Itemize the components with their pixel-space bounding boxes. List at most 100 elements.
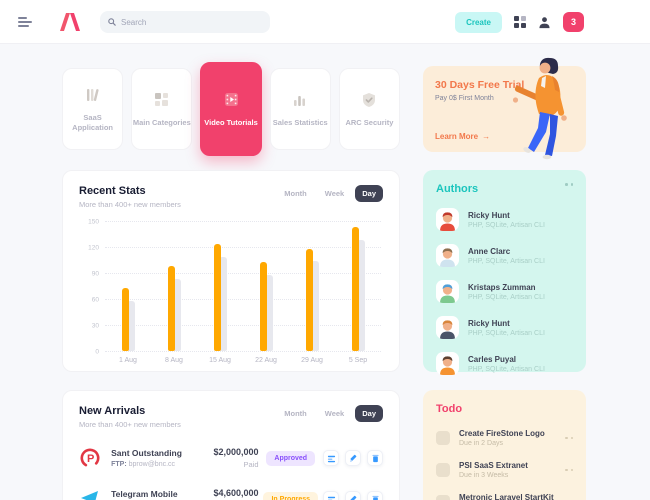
tab-day[interactable]: Day [355, 405, 383, 422]
row-actions [323, 491, 383, 500]
bar-group [351, 227, 365, 351]
list-icon [327, 496, 335, 500]
bar-group [259, 261, 273, 351]
recent-stats-tabs: Month Week Day [277, 185, 383, 202]
user-icon[interactable] [538, 16, 551, 29]
todo-checkbox[interactable] [436, 463, 450, 477]
pencil-icon [349, 454, 356, 462]
apps-grid-icon[interactable] [514, 16, 526, 28]
svg-text:P: P [87, 453, 94, 465]
grid-icon [153, 90, 170, 110]
category-cards-row: SaaS Application Main Categories [62, 62, 401, 156]
category-label: Main Categories [132, 117, 191, 127]
arrival-ftp: FTP: bprow@bnc.cc [111, 461, 176, 468]
app-logo-icon[interactable] [58, 12, 82, 31]
list-icon [327, 455, 335, 462]
author-row[interactable]: Anne Clarc PHP, SQLite, Artisan CLI [436, 244, 573, 267]
card-video-tutorials[interactable]: Video Tutorials [200, 62, 262, 156]
trash-icon [371, 495, 379, 500]
author-avatar [436, 352, 459, 375]
status-badge: Approved [266, 450, 316, 466]
author-row[interactable]: Ricky Hunt PHP, SQLite, Artisan CLI [436, 208, 573, 231]
bar-group [121, 287, 135, 351]
arrival-name[interactable]: Sant Outstanding [111, 448, 182, 458]
tab-week[interactable]: Week [324, 189, 345, 198]
arrow-right-icon: → [482, 132, 491, 141]
tab-month[interactable]: Month [284, 189, 307, 198]
hamburger-menu-icon[interactable] [18, 16, 32, 27]
author-avatar [436, 316, 459, 339]
trial-subtitle: Pay 0$ First Month [435, 95, 494, 102]
more-options-icon[interactable] [565, 183, 573, 186]
new-arrivals-tabs: Month Week Day [277, 405, 383, 422]
author-row[interactable]: Kristaps Zumman PHP, SQLite, Artisan CLI [436, 280, 573, 303]
row-actions [323, 450, 383, 466]
chart-gridlines: 0 30 60 90 120 150 [88, 219, 381, 356]
create-button[interactable]: Create [455, 11, 502, 33]
todo-item-title[interactable]: PSI SaaS Extranet [459, 461, 528, 470]
recent-stats-subtitle: More than 400+ new members [79, 200, 181, 209]
author-row[interactable]: Ricky Hunt PHP, SQLite, Artisan CLI [436, 316, 573, 339]
author-name: Kristaps Zumman [468, 282, 536, 292]
tab-day[interactable]: Day [355, 185, 383, 202]
author-row[interactable]: Carles Puyal PHP, SQLite, Artisan CLI [436, 352, 573, 375]
video-icon [222, 90, 241, 110]
category-label: Sales Statistics [272, 117, 328, 127]
bar-chart-icon [291, 90, 309, 110]
todo-item: Metronic Laravel StartKit Due in 5 Hours [436, 493, 573, 500]
chart-bars [105, 221, 381, 351]
author-name: Ricky Hunt [468, 318, 510, 328]
notification-badge[interactable]: 3 [563, 12, 584, 32]
category-label: ARC Security [345, 117, 394, 127]
tab-month[interactable]: Month [284, 409, 307, 418]
tab-week[interactable]: Week [324, 409, 345, 418]
todo-item: Create FireStone Logo Due in 2 Days [436, 429, 573, 447]
author-skills: PHP, SQLite, Artisan CLI [468, 221, 545, 229]
delete-button[interactable] [367, 491, 383, 500]
walking-person-illustration [512, 57, 567, 160]
card-main-categories[interactable]: Main Categories [131, 68, 193, 150]
authors-title: Authors [436, 183, 479, 195]
chart-x-axis-labels: 1 Aug 8 Aug 15 Aug 22 Aug 29 Aug 5 Sep [119, 357, 368, 364]
todo-title: Todo [436, 403, 463, 415]
author-skills: PHP, SQLite, Artisan CLI [468, 293, 545, 301]
todo-item-title[interactable]: Create FireStone Logo [459, 429, 545, 438]
todo-item-title[interactable]: Metronic Laravel StartKit [459, 493, 554, 500]
todo-panel: Todo Create FireStone Logo Due in 2 Days… [423, 390, 586, 500]
card-sales-statistics[interactable]: Sales Statistics [269, 68, 331, 150]
author-skills: PHP, SQLite, Artisan CLI [468, 365, 545, 373]
pencil-icon [350, 495, 356, 500]
arrival-name[interactable]: Telegram Mobile [111, 489, 178, 499]
bar-group [305, 248, 319, 351]
todo-item-due: Due in 3 Weeks [459, 472, 509, 479]
card-arc-security[interactable]: ARC Security [338, 68, 401, 150]
recent-stats-card: Recent Stats More than 400+ new members … [62, 170, 400, 372]
learn-more-link[interactable]: Learn More → [435, 132, 491, 141]
topbar: Create 3 [0, 0, 650, 44]
author-avatar [436, 244, 459, 267]
more-options-icon[interactable] [565, 468, 573, 472]
free-trial-banner[interactable]: 30 Days Free Trial Pay 0$ First Month Le… [423, 57, 586, 160]
details-button[interactable] [323, 450, 339, 466]
edit-button[interactable] [345, 450, 361, 466]
status-badge: In Progress [263, 491, 318, 500]
details-button[interactable] [323, 491, 339, 500]
author-avatar [436, 208, 459, 231]
bar-group [213, 244, 227, 351]
card-saas-application[interactable]: SaaS Application [62, 68, 124, 150]
author-skills: PHP, SQLite, Artisan CLI [468, 257, 545, 265]
arrival-amount-status: Paid [243, 460, 259, 469]
shield-check-icon [360, 90, 378, 110]
author-name: Ricky Hunt [468, 210, 510, 220]
new-arrivals-subtitle: More than 400+ new members [79, 420, 181, 429]
telegram-logo-icon [79, 487, 101, 500]
category-label: SaaS Application [72, 112, 114, 132]
delete-button[interactable] [367, 450, 383, 466]
edit-button[interactable] [345, 491, 361, 500]
todo-checkbox[interactable] [436, 495, 450, 500]
search-input[interactable] [121, 17, 251, 27]
more-options-icon[interactable] [565, 436, 573, 440]
todo-checkbox[interactable] [436, 431, 450, 445]
bar-group [167, 266, 181, 351]
